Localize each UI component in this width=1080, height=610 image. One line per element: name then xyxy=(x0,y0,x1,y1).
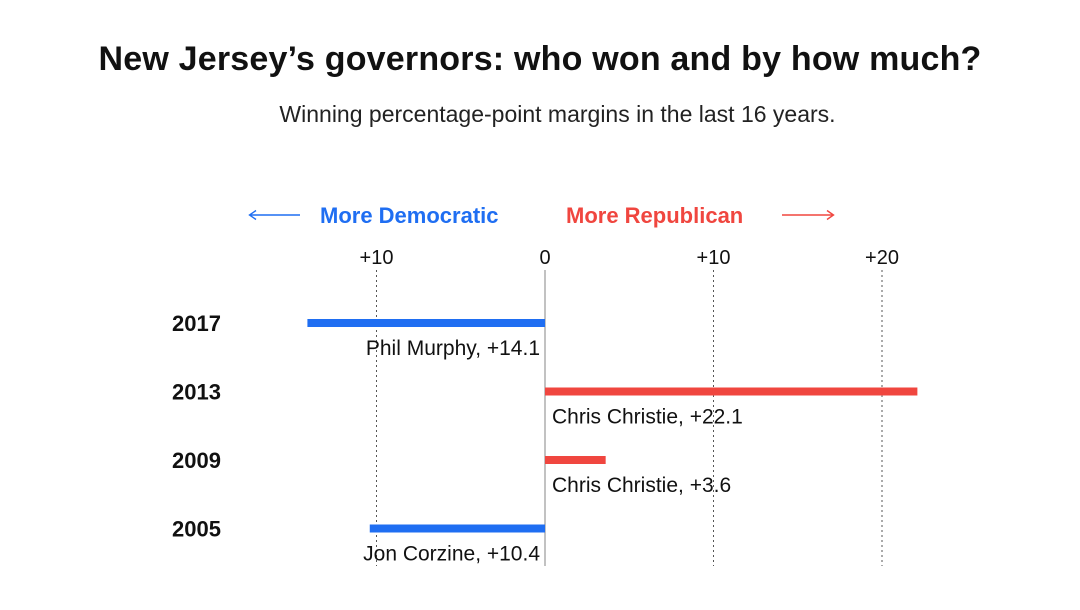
bar-2005 xyxy=(369,524,545,533)
bar-2017 xyxy=(307,319,545,327)
x-tick-label: 0 xyxy=(539,247,550,269)
bars xyxy=(307,319,918,533)
bar-2009 xyxy=(545,456,606,464)
value-label: Chris Christie, +3.6 xyxy=(552,474,731,497)
value-labels: Phil Murphy, +14.1 Chris Christie, +22.1 C… xyxy=(363,337,743,566)
year-label: 2017 xyxy=(172,311,221,336)
x-tick-label: +20 xyxy=(865,247,899,269)
year-label: 2013 xyxy=(172,380,221,405)
value-label: Chris Christie, +22.1 xyxy=(552,406,743,429)
x-tick-label: +10 xyxy=(697,247,731,269)
bar-2013 xyxy=(545,387,918,396)
chart-subtitle: Winning percentage-point margins in the … xyxy=(279,101,836,127)
direction-arrows xyxy=(248,209,835,221)
x-tick-label: +10 xyxy=(360,247,394,269)
year-labels: 2017 2013 2009 2005 xyxy=(172,311,221,542)
year-label: 2005 xyxy=(172,517,221,542)
more-republican-label: More Republican xyxy=(566,203,743,228)
value-label: Jon Corzine, +10.4 xyxy=(363,543,540,566)
x-tick-labels: +10 0 +10 +20 xyxy=(360,247,899,269)
more-democratic-label: More Democratic xyxy=(320,203,499,228)
chart-title: New Jersey’s governors: who won and by h… xyxy=(98,40,982,78)
year-label: 2009 xyxy=(172,448,221,473)
right-arrowhead-icon xyxy=(826,209,835,221)
left-arrowhead-icon xyxy=(248,209,257,221)
value-label: Phil Murphy, +14.1 xyxy=(366,337,540,360)
